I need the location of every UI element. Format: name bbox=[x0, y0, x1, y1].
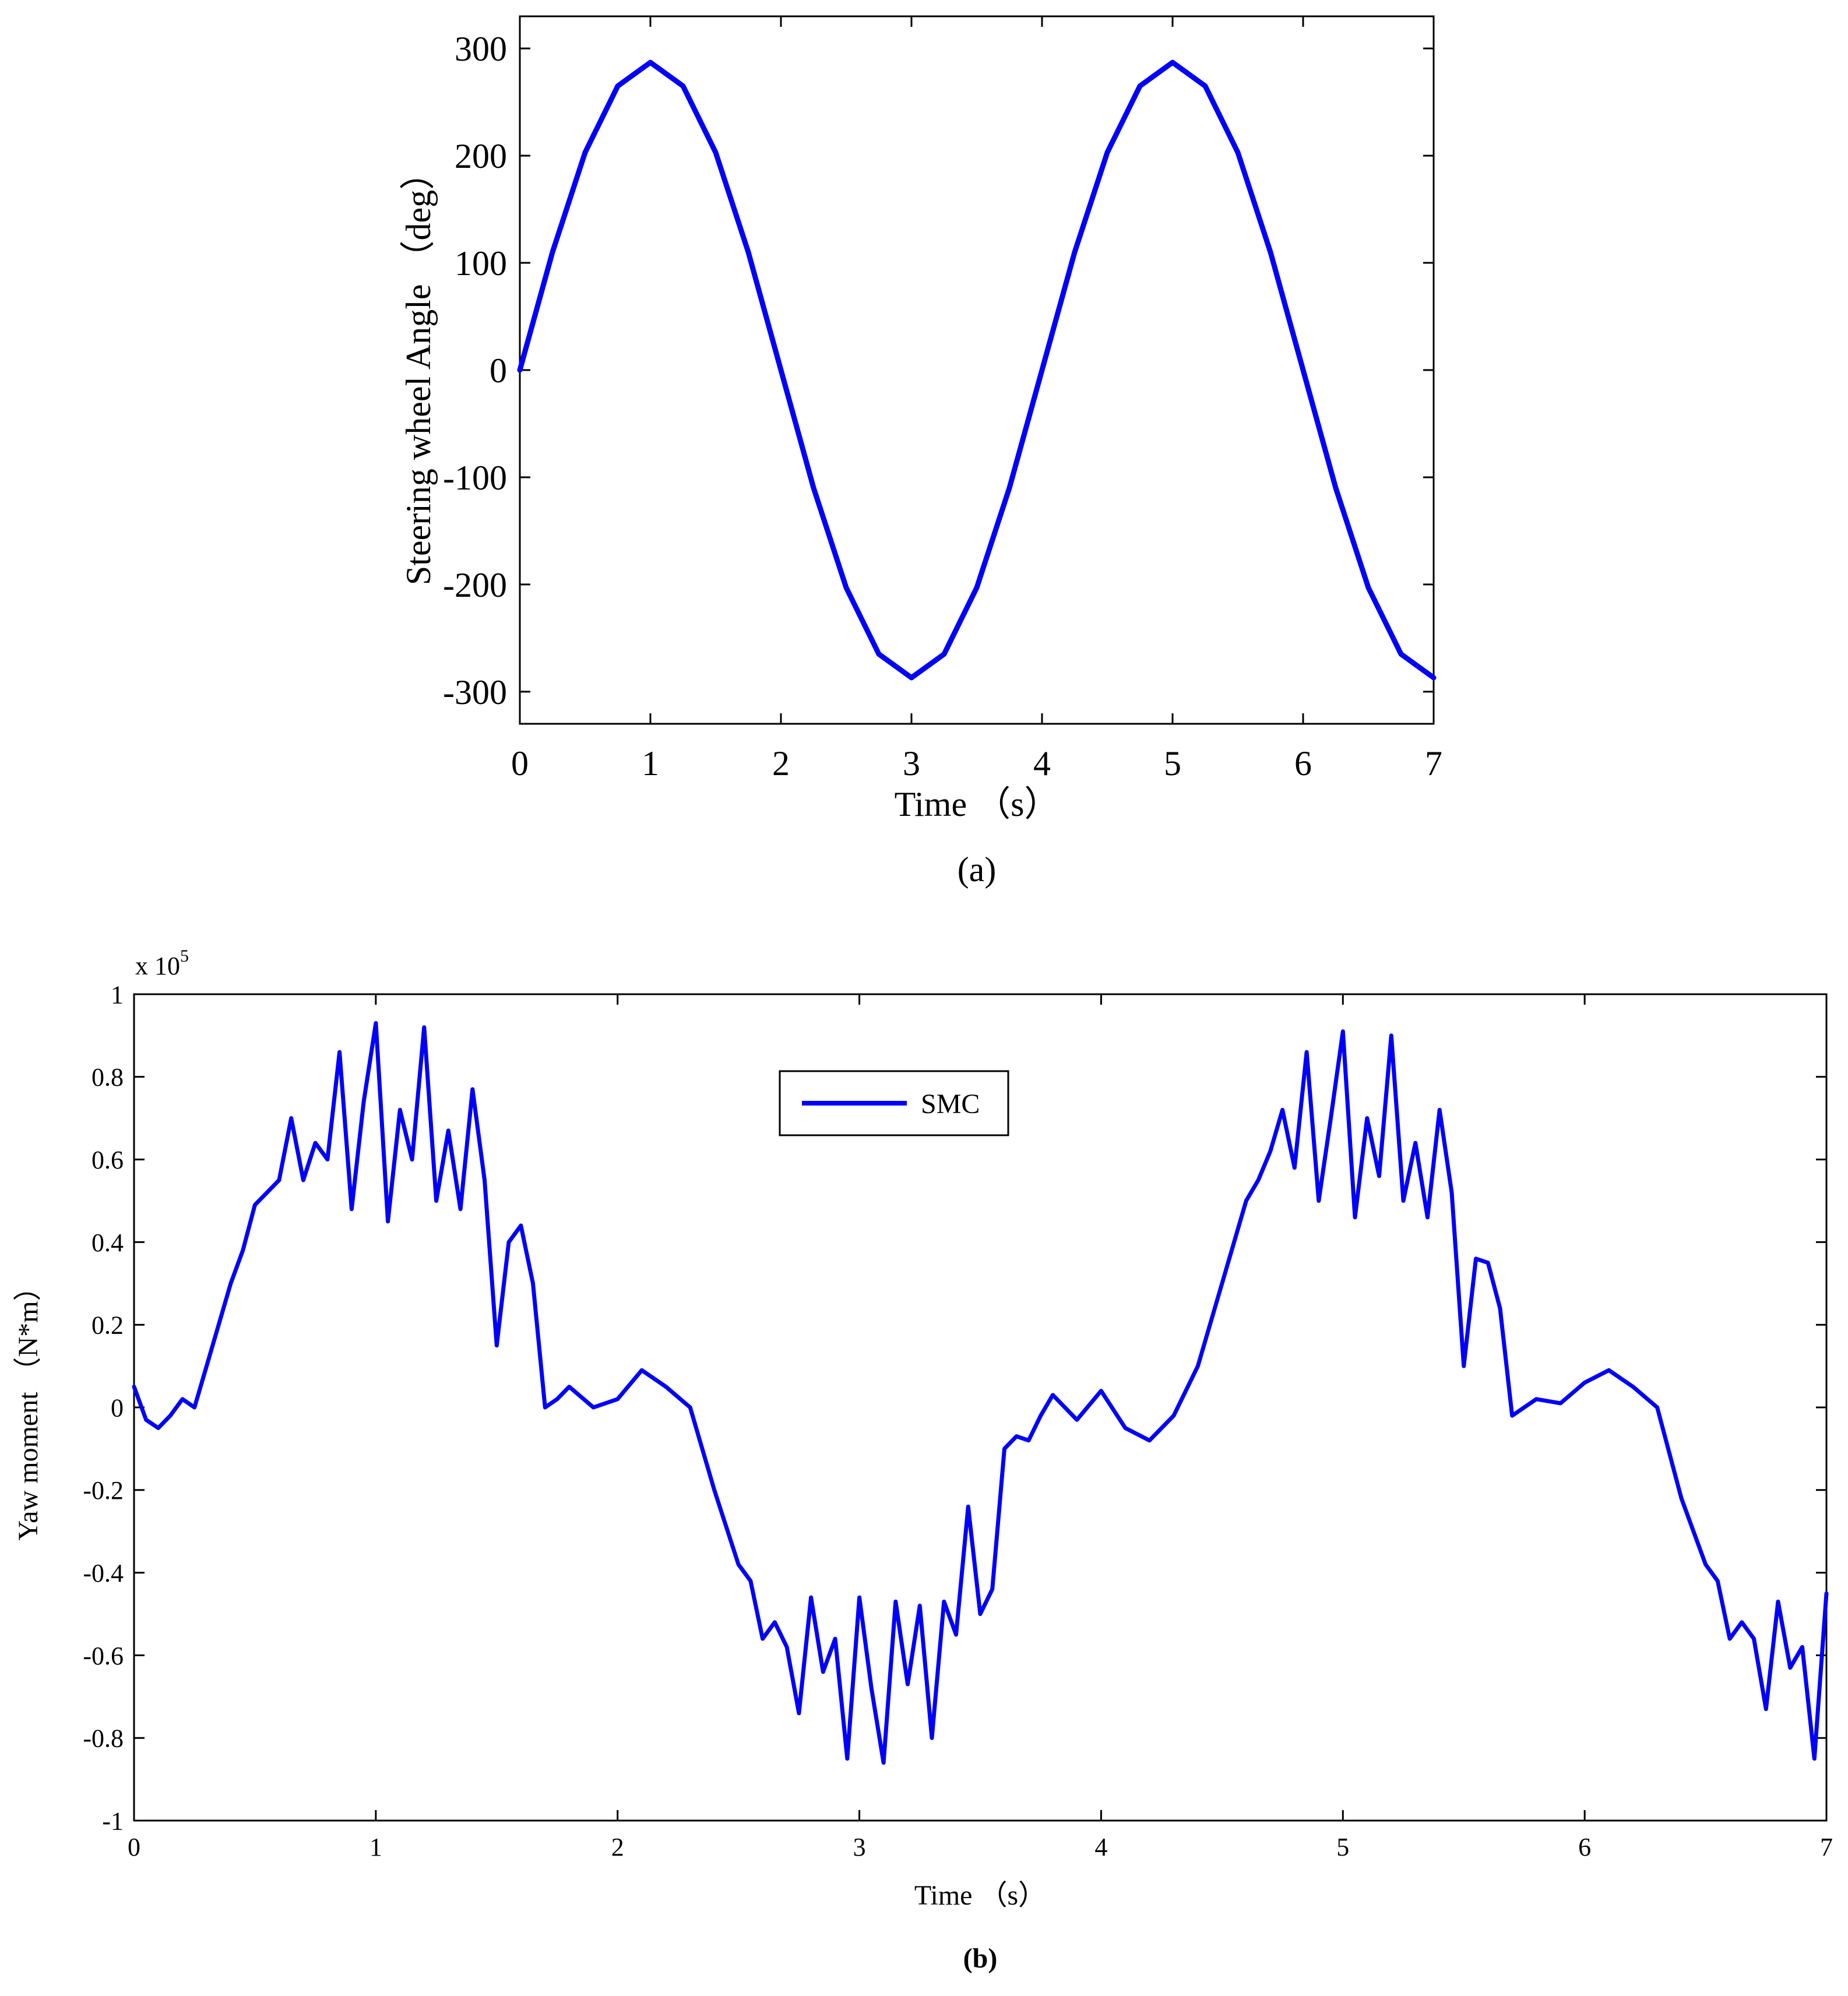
chart-a-x-axis-label: Time （s） bbox=[895, 785, 1059, 823]
y-tick-label: 0.4 bbox=[91, 1228, 124, 1257]
chart-b-axis-multiplier-base: x 10 bbox=[135, 952, 180, 980]
y-tick-label: 0.6 bbox=[91, 1146, 124, 1174]
x-tick-label: 2 bbox=[611, 1833, 624, 1861]
x-tick-label: 3 bbox=[903, 744, 920, 783]
y-tick-label: -200 bbox=[443, 566, 507, 604]
chart-a-y-axis-label: Steering wheel Angle （deg） bbox=[399, 155, 438, 585]
y-tick-label: -0.8 bbox=[83, 1724, 124, 1753]
x-tick-label: 1 bbox=[642, 744, 659, 783]
x-tick-label: 7 bbox=[1820, 1833, 1833, 1861]
chart-b-series-line bbox=[132, 1021, 1829, 1765]
chart-b: 0 1 2 3 4 5 6 7 1 0.8 0.6 0.4 0.2 0 -0.2 -0.4 -0.6 -0.8 -… bbox=[13, 946, 1833, 1974]
y-tick-label: 0.8 bbox=[91, 1063, 124, 1092]
x-tick-label: 0 bbox=[128, 1833, 140, 1861]
chart-b-legend-label: SMC bbox=[921, 1089, 980, 1120]
x-tick-label: 4 bbox=[1094, 1833, 1107, 1861]
chart-a-ticks bbox=[519, 16, 1435, 724]
chart-a-series-line bbox=[517, 59, 1437, 681]
chart-b-y-axis-label: Yaw moment （N*m） bbox=[13, 1273, 44, 1540]
y-tick-label: 0 bbox=[490, 351, 507, 390]
chart-b-ticks bbox=[133, 993, 1828, 1822]
x-tick-label: 7 bbox=[1425, 744, 1442, 783]
chart-b-panel-label: (b) bbox=[963, 1943, 998, 1974]
chart-b-x-axis-label: Time （s） bbox=[914, 1880, 1046, 1911]
y-tick-label: 0.2 bbox=[91, 1311, 124, 1340]
y-tick-label: 300 bbox=[455, 30, 507, 68]
y-tick-label: 0 bbox=[111, 1393, 124, 1422]
chart-a-plot-area bbox=[519, 15, 1435, 725]
chart-a: 0 1 2 3 4 5 6 7 300 200 100 0 -100 -200 -300 Time （s）… bbox=[399, 15, 1442, 889]
x-tick-label: 6 bbox=[1578, 1833, 1591, 1861]
y-tick-label: -100 bbox=[443, 459, 507, 497]
x-tick-label: 4 bbox=[1033, 744, 1051, 783]
chart-a-x-tick-labels: 0 1 2 3 4 5 6 7 bbox=[511, 744, 1442, 783]
y-tick-label: 1 bbox=[111, 980, 124, 1009]
y-tick-label: -0.6 bbox=[83, 1642, 124, 1670]
chart-b-y-tick-labels: 1 0.8 0.6 0.4 0.2 0 -0.2 -0.4 -0.6 -0.8 -1 bbox=[83, 980, 124, 1835]
chart-b-axis-multiplier: x 105 bbox=[135, 946, 189, 980]
y-tick-label: 100 bbox=[455, 244, 507, 283]
x-tick-label: 0 bbox=[511, 744, 529, 783]
y-tick-label: -1 bbox=[102, 1807, 124, 1835]
chart-b-axis-multiplier-exponent: 5 bbox=[180, 946, 189, 966]
chart-b-x-tick-labels: 0 1 2 3 4 5 6 7 bbox=[128, 1833, 1833, 1861]
x-tick-label: 1 bbox=[369, 1833, 382, 1861]
x-tick-label: 5 bbox=[1164, 744, 1181, 783]
y-tick-label: -300 bbox=[443, 673, 507, 712]
chart-a-y-tick-labels: 300 200 100 0 -100 -200 -300 bbox=[443, 30, 507, 712]
x-tick-label: 2 bbox=[772, 744, 790, 783]
x-tick-label: 6 bbox=[1294, 744, 1312, 783]
x-tick-label: 3 bbox=[853, 1833, 866, 1861]
chart-a-panel-label: (a) bbox=[958, 850, 997, 889]
chart-b-legend: SMC bbox=[779, 1070, 1009, 1136]
y-tick-label: 200 bbox=[455, 137, 507, 175]
x-tick-label: 5 bbox=[1336, 1833, 1349, 1861]
y-tick-label: -0.4 bbox=[83, 1559, 124, 1587]
y-tick-label: -0.2 bbox=[83, 1476, 124, 1505]
